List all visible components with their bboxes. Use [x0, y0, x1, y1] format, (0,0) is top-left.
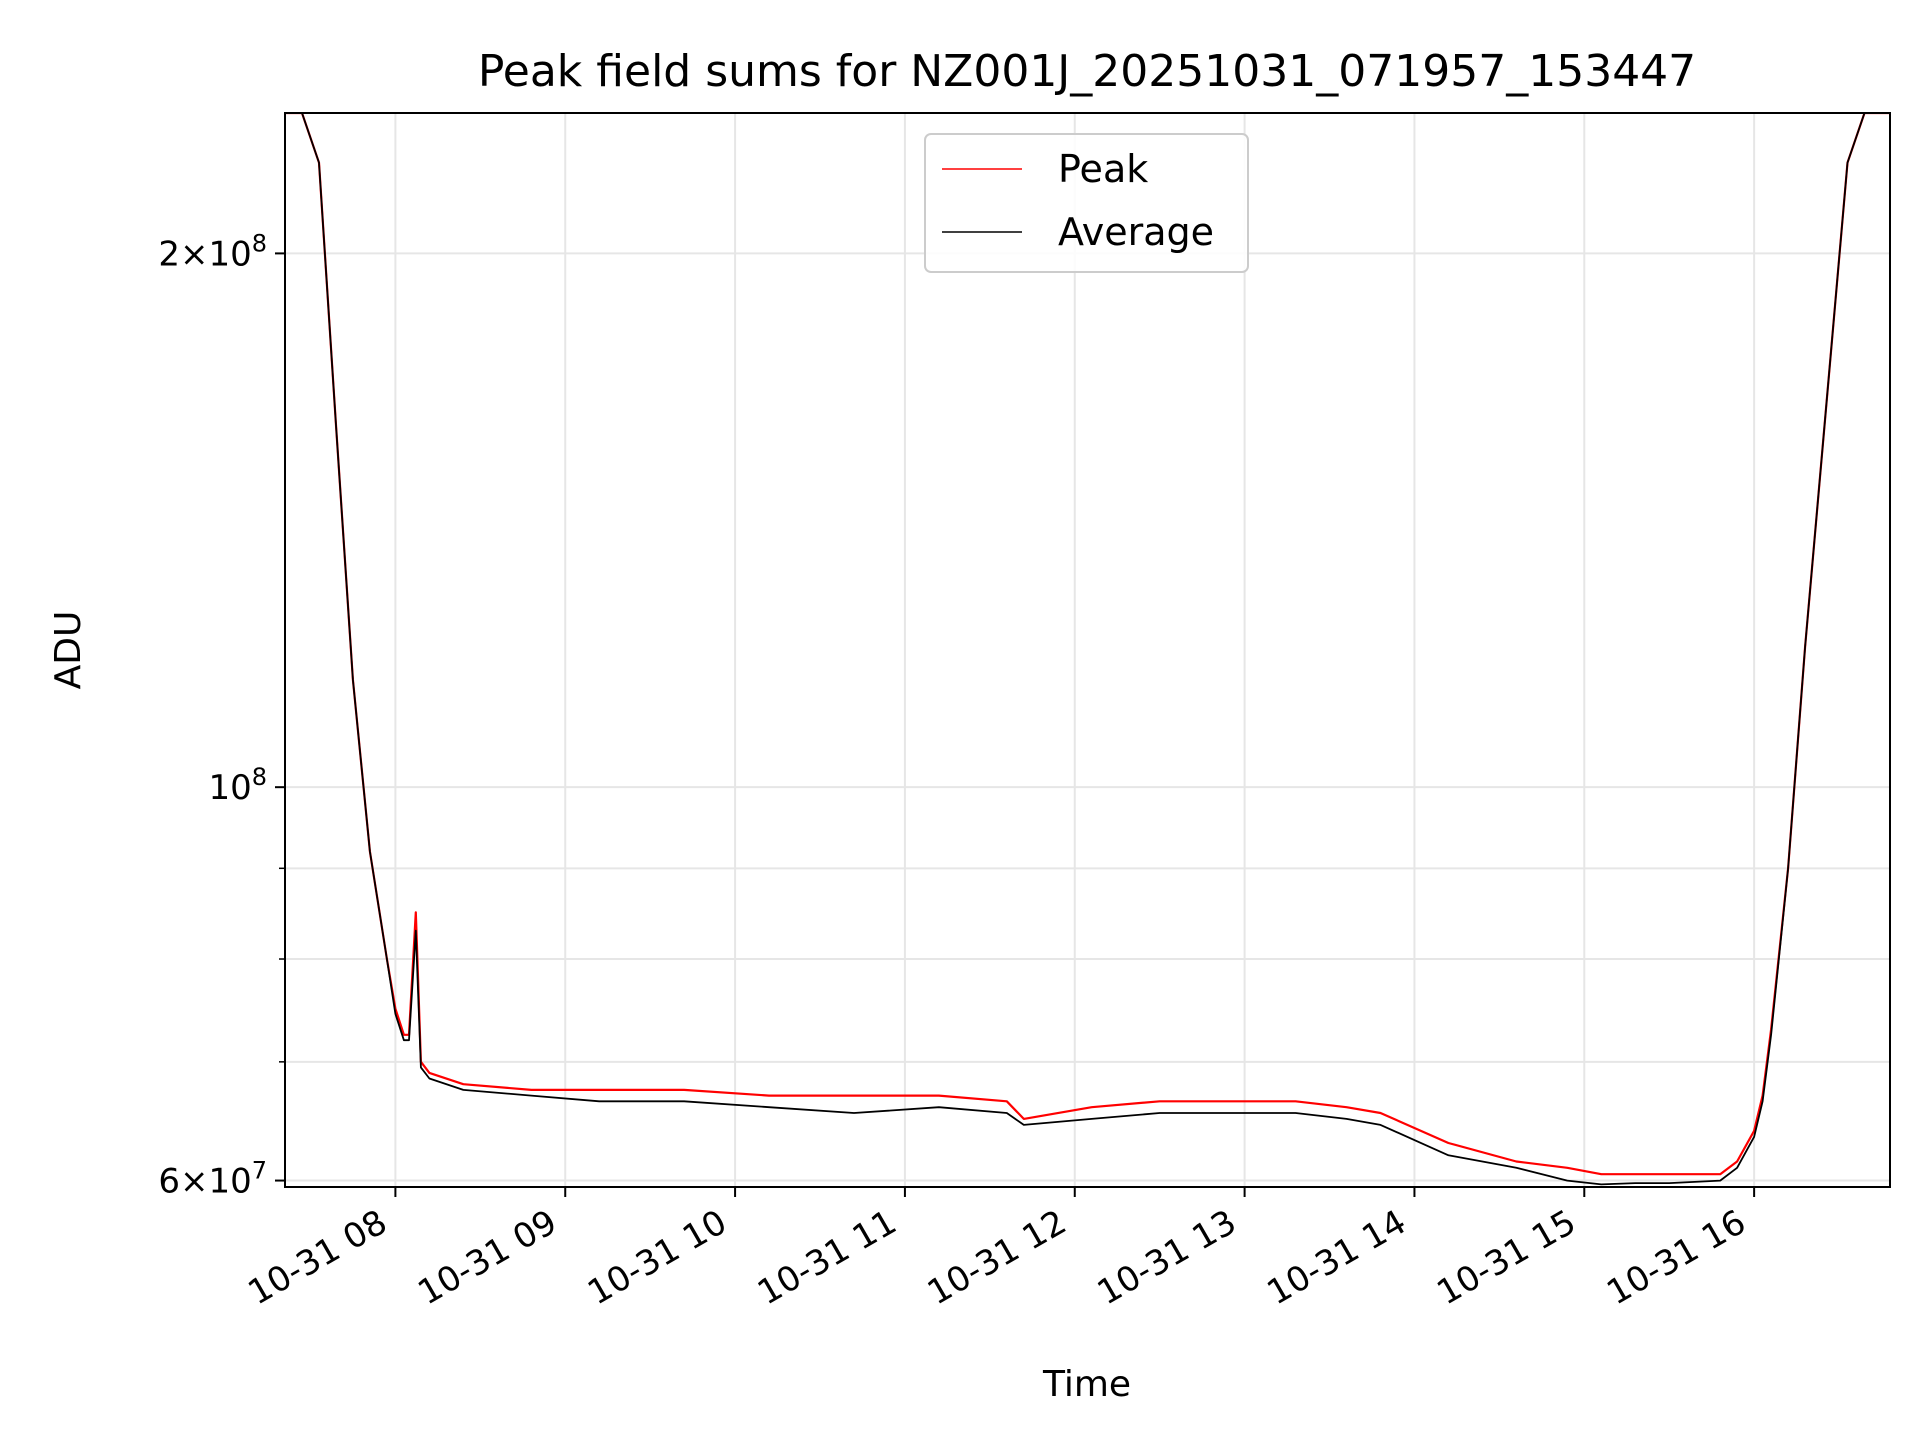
series-layer: [285, 113, 1890, 1186]
y-axis: 2×108 108 6×107: [158, 229, 285, 1202]
series-average-line: [285, 113, 1890, 1186]
y-axis-label: ADU: [48, 611, 89, 690]
y-tick-label: 2×108: [158, 229, 267, 274]
y-tick-label: 108: [208, 763, 267, 808]
y-tick-label: 6×107: [158, 1157, 267, 1202]
chart-title: Peak field sums for NZ001J_20251031_0719…: [478, 46, 1696, 97]
series-peak-line: [285, 113, 1890, 1176]
plot-frame: [284, 112, 1891, 1188]
x-axis-label: Time: [1042, 1364, 1131, 1405]
legend: Peak Average: [924, 133, 1249, 273]
legend-label-average: Average: [1058, 210, 1214, 254]
legend-label-peak: Peak: [1058, 147, 1148, 191]
